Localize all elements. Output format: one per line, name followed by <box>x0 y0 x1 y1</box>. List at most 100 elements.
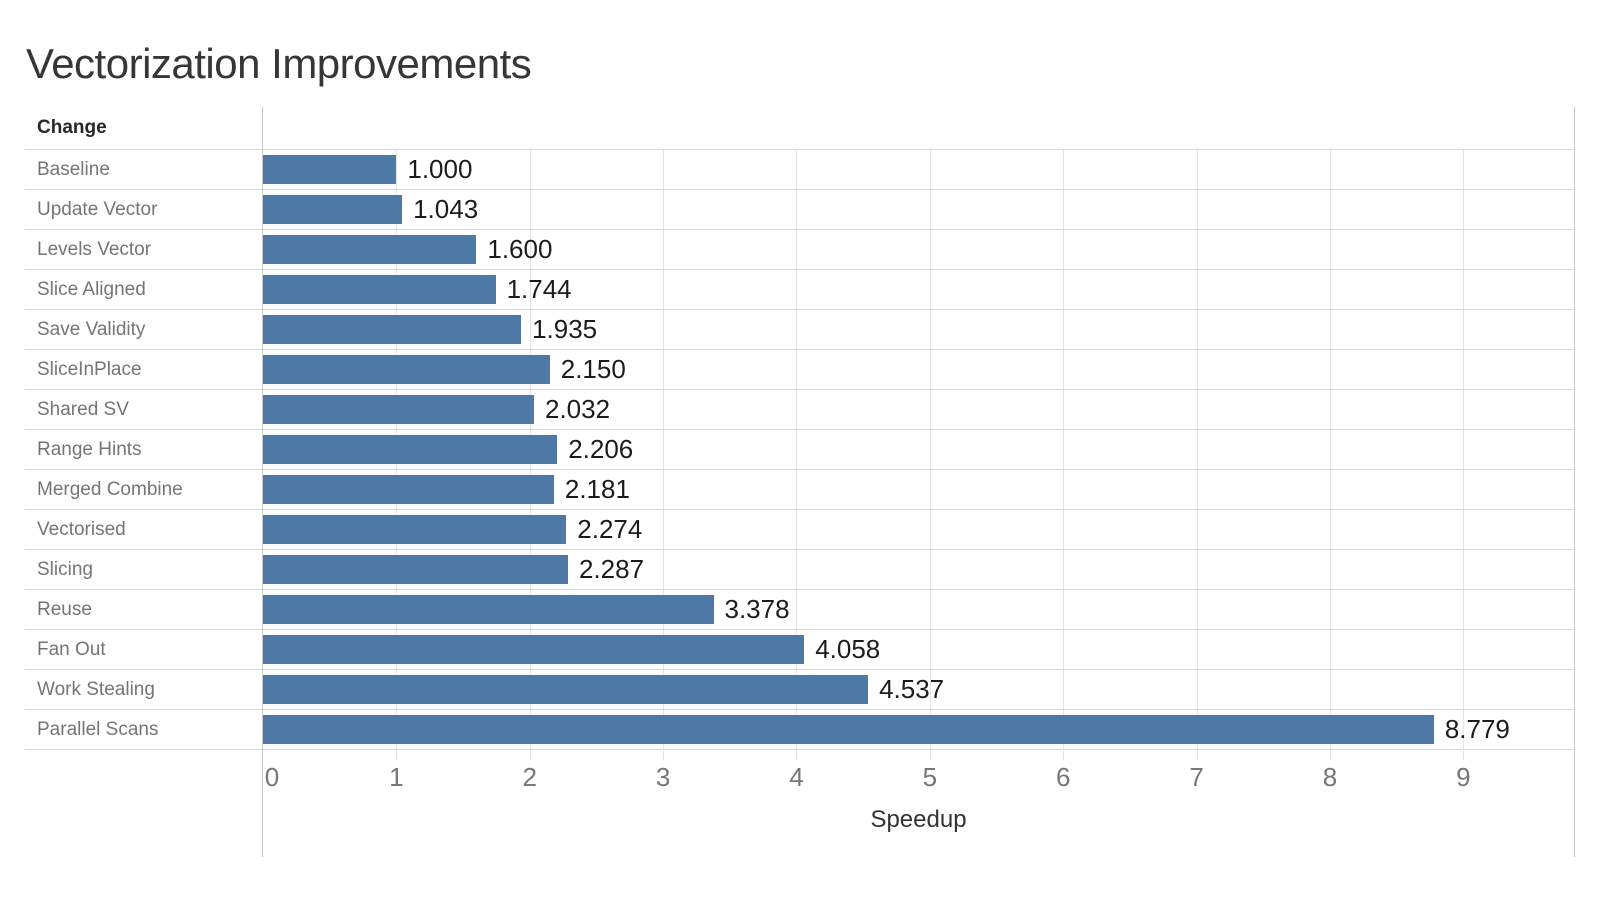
bar-track: 1.043 <box>263 190 1574 229</box>
bar-track: 2.150 <box>263 350 1574 389</box>
value-label: 2.150 <box>560 354 626 384</box>
value-label: 2.274 <box>577 514 643 544</box>
tickmarks-layer <box>263 751 1574 761</box>
category-label[interactable]: Parallel Scans <box>37 718 159 740</box>
x-axis-title: Speedup <box>870 806 967 833</box>
category-label[interactable]: SliceInPlace <box>37 358 142 380</box>
bar-track: 2.274 <box>263 510 1574 549</box>
bar[interactable] <box>263 515 567 544</box>
bar-track: 1.000 <box>263 150 1574 189</box>
chart-row: Levels Vector 1.600 <box>25 230 1574 270</box>
chart-row: Slicing 2.287 <box>25 550 1574 590</box>
chart-row: Reuse 3.378 <box>25 590 1574 630</box>
bar[interactable] <box>263 315 522 344</box>
bar[interactable] <box>263 275 496 304</box>
x-tick-label: 2 <box>522 762 537 792</box>
value-label: 1.600 <box>487 234 553 264</box>
bar-track: 2.206 <box>263 430 1574 469</box>
bar-track: 4.537 <box>263 670 1574 709</box>
value-label: 1.043 <box>413 194 479 224</box>
bar[interactable] <box>263 355 550 384</box>
bar[interactable] <box>263 595 714 624</box>
gridline <box>929 150 931 750</box>
y-axis-line <box>262 107 263 857</box>
tick-mark <box>396 751 398 760</box>
bar[interactable] <box>263 235 477 264</box>
chart-row: Range Hints 2.206 <box>25 430 1574 470</box>
bar[interactable] <box>263 155 397 184</box>
bar-track: 3.378 <box>263 590 1574 629</box>
x-tick-label: 1 <box>389 762 404 792</box>
tick-mark <box>1196 751 1198 760</box>
category-label[interactable]: Vectorised <box>37 518 126 540</box>
tick-mark <box>529 751 531 760</box>
tick-mark <box>663 751 665 760</box>
category-label[interactable]: Reuse <box>37 598 92 620</box>
value-label: 3.378 <box>724 594 790 624</box>
bar-track: 1.935 <box>263 310 1574 349</box>
plot-right-border <box>1574 107 1575 857</box>
bar[interactable] <box>263 195 403 224</box>
category-label[interactable]: Range Hints <box>37 438 142 460</box>
value-label: 2.181 <box>564 474 630 504</box>
bar-track: 2.181 <box>263 470 1574 509</box>
category-label[interactable]: Merged Combine <box>37 478 183 500</box>
tick-mark <box>1063 751 1065 760</box>
category-label[interactable]: Work Stealing <box>37 678 155 700</box>
category-label[interactable]: Fan Out <box>37 638 106 660</box>
tick-mark <box>1329 751 1331 760</box>
x-tick-label: 0 <box>264 762 280 792</box>
bar[interactable] <box>263 635 805 664</box>
tick-mark <box>929 751 931 760</box>
bar-rows-container: Baseline 1.000 Update Vector 1.043 Levels Ve… <box>25 150 1574 750</box>
bar[interactable] <box>263 675 869 704</box>
chart-row: Slice Aligned 1.744 <box>25 270 1574 310</box>
chart-row: Save Validity 1.935 <box>25 310 1574 350</box>
bar-track: 2.287 <box>263 550 1574 589</box>
chart-row: Shared SV 2.032 <box>25 390 1574 430</box>
category-label[interactable]: Shared SV <box>37 398 129 420</box>
value-label: 2.206 <box>568 434 634 464</box>
value-label: 1.744 <box>506 274 572 304</box>
gridline <box>796 150 798 750</box>
category-label[interactable]: Slicing <box>37 558 93 580</box>
gridline <box>1463 150 1465 750</box>
bar-track: 4.058 <box>263 630 1574 669</box>
value-label: 4.058 <box>815 634 881 664</box>
gridline <box>1063 150 1065 750</box>
bar[interactable] <box>263 395 534 424</box>
category-column-header: Change <box>37 117 107 138</box>
category-label[interactable]: Levels Vector <box>37 238 152 260</box>
bar[interactable] <box>263 475 554 504</box>
x-tick-label: 6 <box>1055 762 1071 792</box>
value-label: 4.537 <box>879 674 945 704</box>
gridline <box>1196 150 1198 750</box>
chart-row: Parallel Scans 8.779 <box>25 710 1574 750</box>
value-label: 2.287 <box>579 554 645 584</box>
value-label: 8.779 <box>1444 714 1510 744</box>
x-tick-label: 5 <box>922 762 938 792</box>
chart-row: Merged Combine 2.181 <box>25 470 1574 510</box>
x-tick-label: 8 <box>1322 762 1338 792</box>
bar-track: 1.744 <box>263 270 1574 309</box>
chart-row: Fan Out 4.058 <box>25 630 1574 670</box>
bar-track: 2.032 <box>263 390 1574 429</box>
bar[interactable] <box>263 555 568 584</box>
x-tick-label: 4 <box>789 762 804 792</box>
tick-mark <box>796 751 798 760</box>
value-label: 1.935 <box>532 314 598 344</box>
category-label[interactable]: Slice Aligned <box>37 278 146 300</box>
chart-row: Work Stealing 4.537 <box>25 670 1574 710</box>
tick-mark <box>1463 751 1465 760</box>
x-tick-label: 3 <box>655 762 671 792</box>
value-label: 1.000 <box>407 154 473 184</box>
category-label[interactable]: Update Vector <box>37 198 158 220</box>
bar-track: 8.779 <box>263 710 1574 749</box>
bar-track: 1.600 <box>263 230 1574 269</box>
category-label[interactable]: Save Validity <box>37 318 146 340</box>
chart-row: Baseline 1.000 <box>25 150 1574 190</box>
x-tick-label: 7 <box>1189 762 1204 792</box>
category-label[interactable]: Baseline <box>37 158 110 180</box>
bar[interactable] <box>263 715 1434 744</box>
bar[interactable] <box>263 435 558 464</box>
